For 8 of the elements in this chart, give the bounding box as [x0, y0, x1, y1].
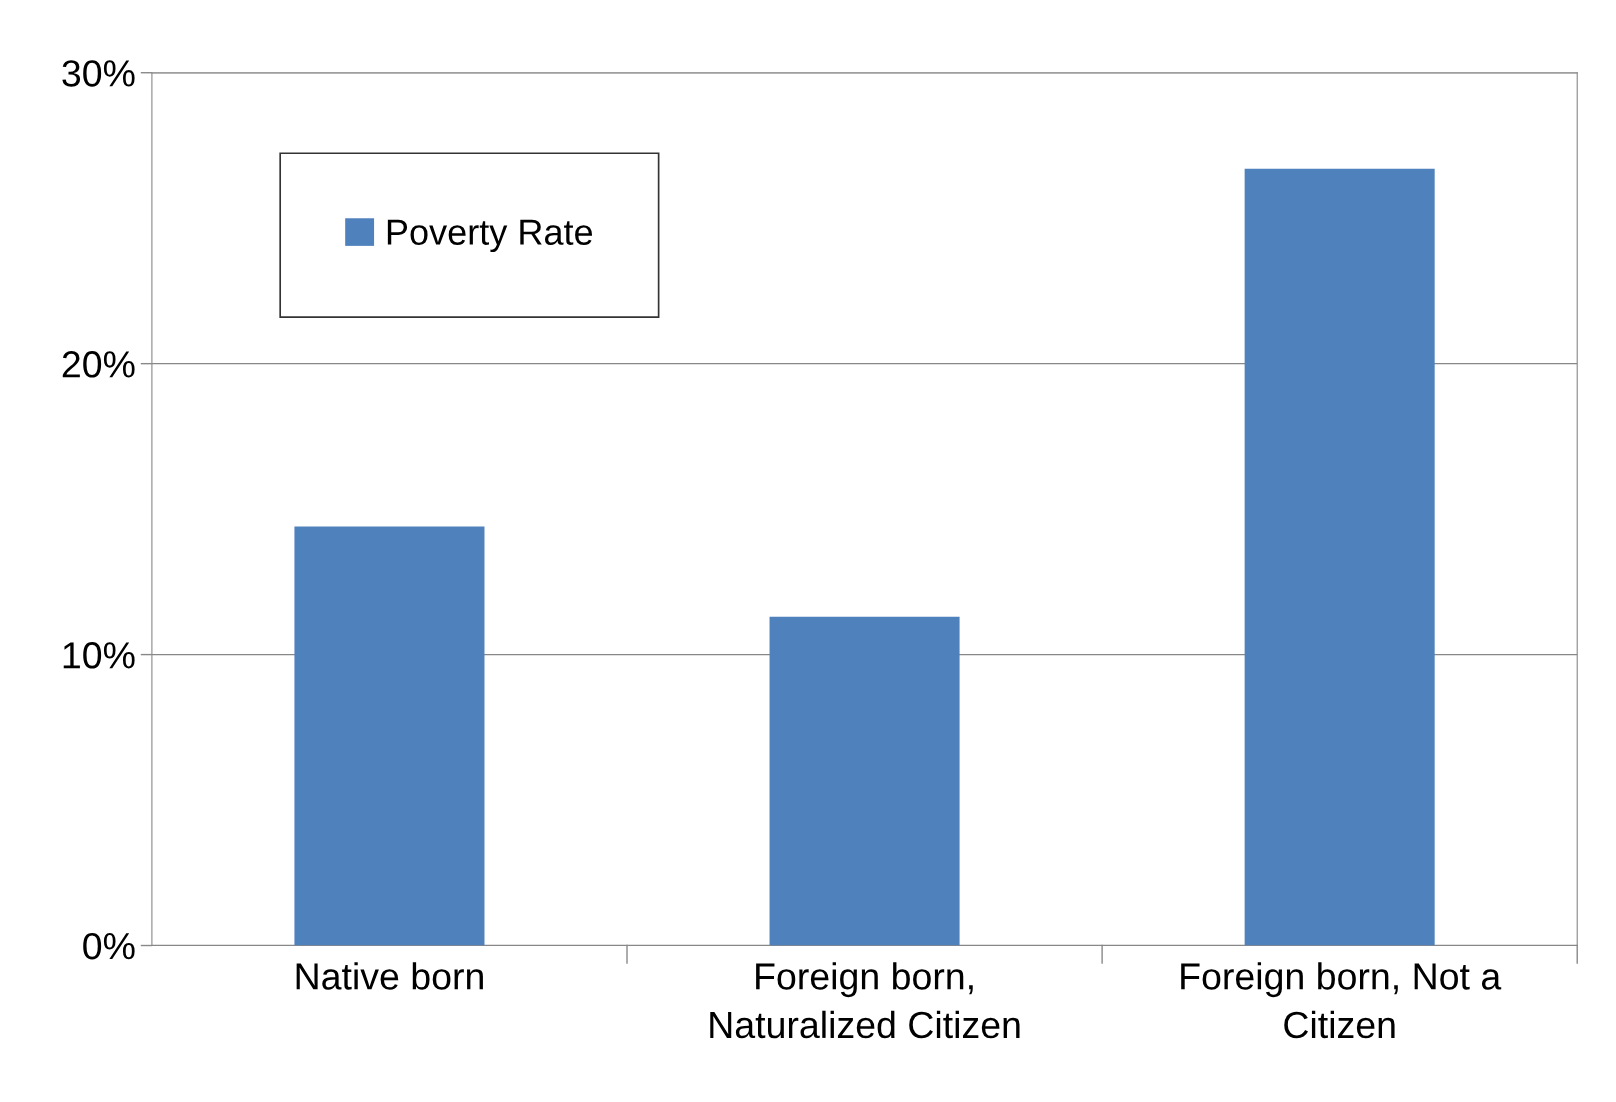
legend-label: Poverty Rate [387, 219, 593, 253]
x-tick-label: Foreign born, Not a Citizen [1181, 962, 1502, 1039]
y-tick-label: 10% [63, 641, 135, 669]
x-tick-label: Foreign born, Naturalized Citizen [710, 962, 1020, 1039]
y-tick-label: 20% [62, 351, 135, 378]
y-tick-label: 0% [83, 932, 135, 960]
x-tick-label: Native born [296, 962, 483, 990]
y-tick-label: 30% [62, 60, 135, 87]
